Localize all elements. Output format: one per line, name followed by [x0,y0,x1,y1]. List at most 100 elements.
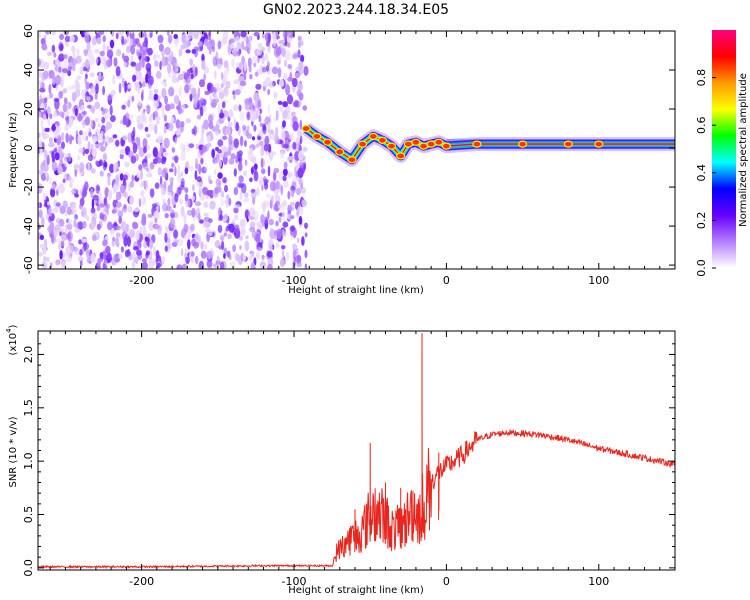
noise-blob [283,180,289,188]
noise-blob [222,76,226,85]
noise-blob [201,145,207,153]
noise-blob [78,147,84,154]
noise-blob [174,166,177,177]
noise-blob [49,176,52,185]
signal-blob [472,140,482,148]
noise-blob [144,236,148,242]
noise-blob [244,159,248,166]
snr-y-axis-label: SNR (10 * v/v) [8,416,19,487]
noise-blob [281,47,286,58]
noise-blob [236,50,241,57]
noise-blob [282,31,288,39]
noise-blob [160,187,166,196]
noise-blob [238,175,244,183]
noise-blob [58,183,65,194]
noise-blob [91,212,97,221]
noise-blob [64,224,68,235]
noise-blob [220,190,225,198]
noise-blob [154,217,158,224]
signal-blob [441,142,452,150]
noise-blob [71,91,77,102]
noise-blob [98,31,105,36]
noise-blob [131,174,135,182]
noise-blob [223,253,226,259]
noise-blob [200,132,204,142]
noise-blob [167,34,173,44]
noise-blob [192,64,196,73]
noise-blob [276,46,282,57]
noise-blob [178,85,183,97]
noise-blob [260,128,264,140]
noise-blob [225,194,230,200]
noise-blob [208,114,214,123]
noise-blob [200,193,205,202]
noise-blob [43,45,48,50]
noise-blob [74,193,79,198]
noise-blob [180,248,184,257]
noise-blob [172,199,176,205]
noise-blob [282,168,288,177]
noise-blob [244,240,250,252]
noise-blob [229,113,232,119]
noise-blob [273,91,278,99]
noise-blob [112,134,118,139]
noise-blob [233,187,239,196]
noise-blob [42,164,49,172]
noise-blob [272,151,276,156]
noise-blob [267,263,273,269]
noise-blob [67,234,72,241]
noise-blob [96,37,102,45]
noise-blob [217,63,223,70]
noise-blob [48,137,53,143]
noise-blob [234,252,240,262]
noise-blob [157,135,164,144]
noise-blob [276,188,281,194]
noise-blob [255,252,260,260]
noise-blob [133,257,138,263]
noise-blob [77,255,84,263]
noise-blob [191,195,195,201]
spectrogram-panel: -200 -100 0 100 60 40 20 0 -20 -40 -60 Height of … [8,24,676,296]
noise-blob [82,110,88,116]
noise-blob [41,71,46,82]
noise-blob [161,104,165,113]
noise-blob [129,195,135,206]
noise-blob [157,34,164,44]
noise-blob [55,259,61,266]
noise-blob [182,145,186,154]
noise-blob [111,209,116,214]
noise-blob [85,135,89,141]
noise-blob [255,83,262,90]
noise-blob [174,155,179,164]
noise-blob [223,232,227,237]
noise-blob [267,143,272,153]
noise-blob [194,255,199,265]
noise-blob [298,161,304,169]
noise-blob [223,60,229,69]
noise-blob [275,220,279,227]
noise-blob [180,206,185,217]
noise-blob [191,207,196,218]
noise-blob [107,175,111,187]
noise-blob [136,249,142,256]
noise-blob [119,153,124,160]
noise-blob [82,221,87,229]
noise-blob [63,97,68,105]
noise-blob [38,152,41,158]
noise-blob [58,145,63,155]
noise-blob [164,245,168,252]
noise-blob [264,53,269,63]
noise-blob [247,57,252,68]
noise-blob [195,31,200,35]
noise-blob [42,61,50,70]
noise-blob [211,39,215,50]
noise-blob [241,55,246,66]
noise-blob [91,198,95,210]
noise-blob [234,204,241,209]
noise-blob [208,231,213,236]
noise-blob [80,104,85,113]
noise-blob [283,72,288,81]
noise-blob [221,101,226,109]
noise-blob [155,250,160,259]
colorbar-ticks: 0.0 0.2 0.4 0.6 0.8 [695,69,716,277]
